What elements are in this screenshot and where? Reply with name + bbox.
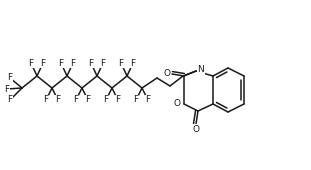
Text: F: F <box>40 58 46 67</box>
Text: F: F <box>86 96 91 105</box>
Text: F: F <box>130 58 136 67</box>
Text: O: O <box>193 124 199 133</box>
Text: F: F <box>55 96 61 105</box>
Text: F: F <box>118 58 123 67</box>
Text: F: F <box>58 58 63 67</box>
Text: F: F <box>133 96 139 105</box>
Text: F: F <box>146 96 151 105</box>
Text: F: F <box>7 73 12 82</box>
Text: F: F <box>28 58 34 67</box>
Text: F: F <box>73 96 79 105</box>
Text: F: F <box>44 96 49 105</box>
Text: F: F <box>7 96 12 105</box>
Text: F: F <box>70 58 76 67</box>
Text: F: F <box>100 58 105 67</box>
Text: F: F <box>88 58 94 67</box>
Text: F: F <box>104 96 109 105</box>
Text: F: F <box>115 96 121 105</box>
Text: O: O <box>174 99 180 108</box>
Text: F: F <box>4 84 10 94</box>
Text: O: O <box>164 70 170 79</box>
Text: N: N <box>197 65 204 74</box>
